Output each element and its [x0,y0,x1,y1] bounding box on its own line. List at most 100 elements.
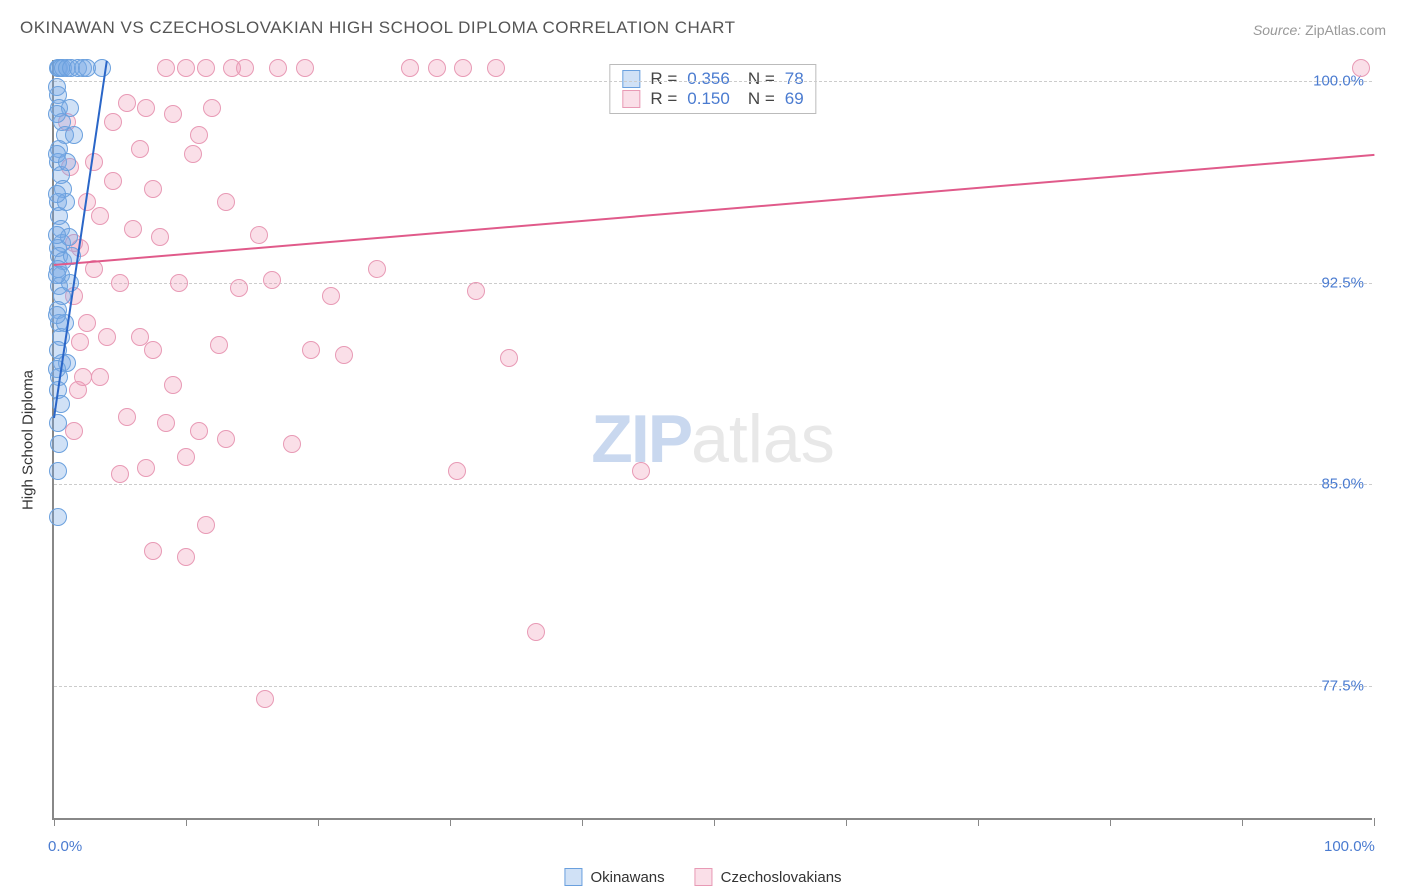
legend-item: Okinawans [564,868,664,886]
source-name: ZipAtlas.com [1305,22,1386,38]
x-tick [1242,818,1243,826]
data-point-pink [236,59,254,77]
stat-r-label: R = [650,89,677,109]
data-point-pink [283,435,301,453]
x-tick [1110,818,1111,826]
grid-line [54,686,1372,687]
data-point-blue [48,226,66,244]
data-point-pink [401,59,419,77]
data-point-pink [527,623,545,641]
grid-line [54,81,1372,82]
stat-n-label: N = [748,89,775,109]
data-point-blue [49,414,67,432]
data-point-pink [190,126,208,144]
data-point-pink [157,414,175,432]
grid-line [54,283,1372,284]
data-point-pink [118,408,136,426]
stat-r-value: 0.356 [687,69,730,89]
y-tick-label: 92.5% [1321,274,1364,291]
legend-swatch [564,868,582,886]
data-point-pink [184,145,202,163]
data-point-pink [250,226,268,244]
data-point-pink [144,542,162,560]
data-point-pink [164,376,182,394]
data-point-pink [144,180,162,198]
data-point-pink [263,271,281,289]
data-point-pink [131,140,149,158]
legend-item: Czechoslovakians [695,868,842,886]
data-point-pink [124,220,142,238]
data-point-pink [177,548,195,566]
data-point-pink [487,59,505,77]
y-tick-label: 85.0% [1321,476,1364,493]
stats-row: R =0.150N =69 [622,89,803,109]
data-point-pink [91,368,109,386]
data-point-pink [98,328,116,346]
data-point-pink [118,94,136,112]
legend-swatch [695,868,713,886]
data-point-pink [500,349,518,367]
legend-label: Okinawans [590,869,664,886]
stat-n-value: 78 [785,69,804,89]
data-point-blue [49,508,67,526]
data-point-pink [335,346,353,364]
data-point-pink [217,430,235,448]
x-tick [714,818,715,826]
x-tick [582,818,583,826]
data-point-pink [190,422,208,440]
stat-n-label: N = [748,69,775,89]
x-tick [186,818,187,826]
data-point-pink [632,462,650,480]
data-point-pink [448,462,466,480]
data-point-pink [217,193,235,211]
data-point-pink [256,690,274,708]
x-tick [1374,818,1375,826]
data-point-pink [170,274,188,292]
data-point-pink [322,287,340,305]
data-point-blue [49,462,67,480]
data-point-pink [177,448,195,466]
data-point-pink [111,465,129,483]
legend-swatch [622,70,640,88]
chart-title: OKINAWAN VS CZECHOSLOVAKIAN HIGH SCHOOL … [20,18,735,38]
watermark: ZIPatlas [591,400,834,478]
x-tick [450,818,451,826]
data-point-pink [368,260,386,278]
data-point-pink [151,228,169,246]
trend-line-pink [54,154,1374,266]
data-point-pink [296,59,314,77]
data-point-pink [104,113,122,131]
plot-area: ZIPatlas R =0.356N =78R =0.150N =69 100.… [52,60,1372,820]
bottom-legend: Okinawans Czechoslovakians [564,868,841,886]
data-point-pink [269,59,287,77]
data-point-pink [197,516,215,534]
data-point-blue [48,78,66,96]
data-point-pink [203,99,221,117]
x-tick [54,818,55,826]
legend-label: Czechoslovakians [721,869,842,886]
data-point-pink [302,341,320,359]
data-point-blue [48,266,66,284]
data-point-pink [65,422,83,440]
x-tick-label: 100.0% [1324,838,1375,855]
x-tick-label: 0.0% [48,838,82,855]
data-point-pink [197,59,215,77]
y-tick-label: 77.5% [1321,677,1364,694]
x-tick [318,818,319,826]
stats-row: R =0.356N =78 [622,69,803,89]
stats-legend-box: R = 0.356 N = 78R =0.150N =69 [609,64,816,114]
x-tick [978,818,979,826]
data-point-pink [144,341,162,359]
data-point-pink [177,59,195,77]
data-point-pink [78,314,96,332]
data-point-pink [1352,59,1370,77]
data-point-pink [137,459,155,477]
data-point-pink [454,59,472,77]
source-attribution: Source: ZipAtlas.com [1253,22,1386,38]
data-point-pink [111,274,129,292]
y-axis-title: High School Diploma [20,370,37,510]
data-point-blue [93,59,111,77]
x-tick [846,818,847,826]
data-point-blue [50,435,68,453]
data-point-blue [48,185,66,203]
